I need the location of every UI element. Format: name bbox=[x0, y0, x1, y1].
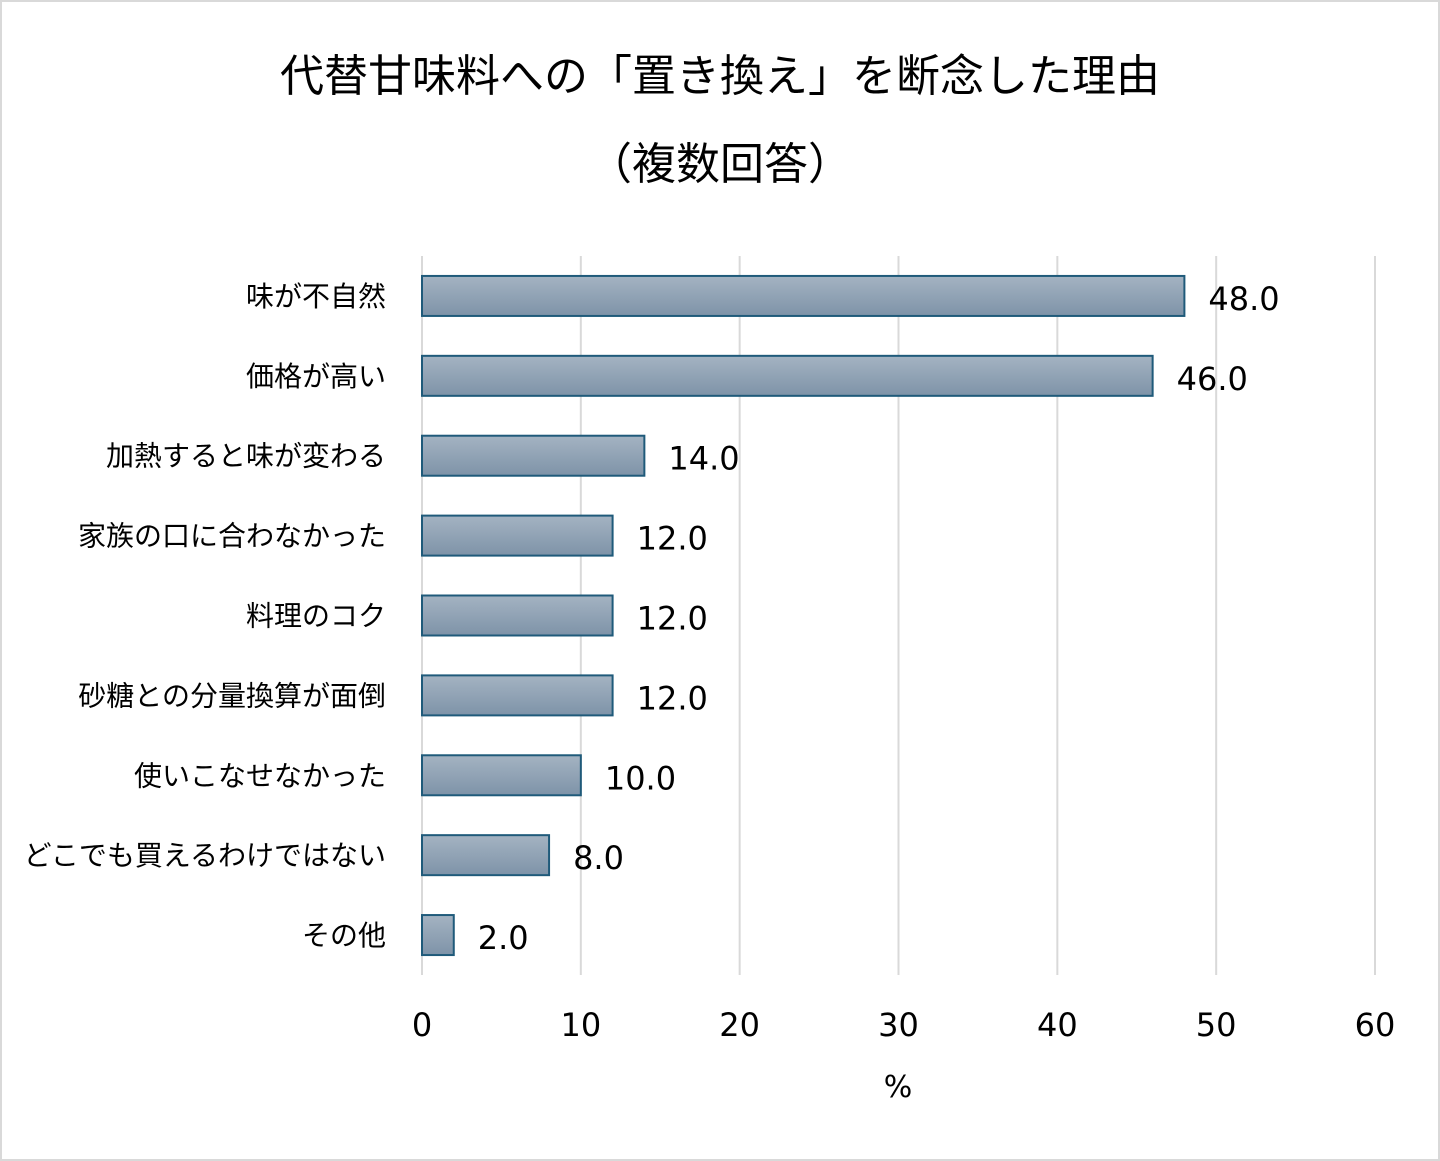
x-tick-label: 50 bbox=[1196, 1006, 1237, 1044]
bar bbox=[421, 754, 582, 797]
category-label: 価格が高い bbox=[246, 360, 386, 393]
category-label: 砂糖との分量換算が面倒 bbox=[78, 679, 386, 712]
bar bbox=[421, 594, 614, 637]
bar bbox=[421, 274, 1186, 317]
chart-subtitle: （複数回答） bbox=[588, 139, 852, 190]
bar bbox=[421, 914, 455, 957]
x-tick-label: 20 bbox=[719, 1006, 760, 1044]
data-label: 48.0 bbox=[1208, 280, 1279, 318]
x-tick-label: 0 bbox=[412, 1006, 432, 1044]
bar bbox=[421, 354, 1154, 397]
data-label: 14.0 bbox=[668, 440, 739, 478]
category-label: その他 bbox=[302, 919, 386, 952]
category-label: 家族の口に合わなかった bbox=[78, 520, 386, 553]
bar bbox=[421, 674, 614, 717]
data-label: 12.0 bbox=[637, 679, 708, 717]
x-tick-label: 10 bbox=[560, 1006, 601, 1044]
category-label: どこでも買えるわけではない bbox=[24, 839, 386, 872]
data-label: 8.0 bbox=[573, 839, 624, 877]
x-tick-label: 60 bbox=[1355, 1006, 1396, 1044]
category-label: 加熱すると味が変わる bbox=[106, 440, 386, 473]
data-label: 12.0 bbox=[637, 600, 708, 638]
bar bbox=[421, 834, 551, 877]
category-label: 味が不自然 bbox=[246, 280, 386, 313]
data-label: 10.0 bbox=[605, 759, 676, 797]
x-tick-label: 30 bbox=[878, 1006, 919, 1044]
x-tick-label: 40 bbox=[1037, 1006, 1078, 1044]
data-label: 2.0 bbox=[478, 919, 529, 957]
category-label: 料理のコク bbox=[246, 600, 386, 633]
category-label: 使いこなせなかった bbox=[134, 759, 386, 792]
chart-title: 代替甘味料への「置き換え」を断念した理由 bbox=[280, 51, 1160, 102]
bar bbox=[421, 434, 646, 477]
bar bbox=[421, 514, 614, 557]
data-label: 12.0 bbox=[637, 520, 708, 558]
data-label: 46.0 bbox=[1177, 360, 1248, 398]
x-axis-title: % bbox=[884, 1070, 913, 1105]
